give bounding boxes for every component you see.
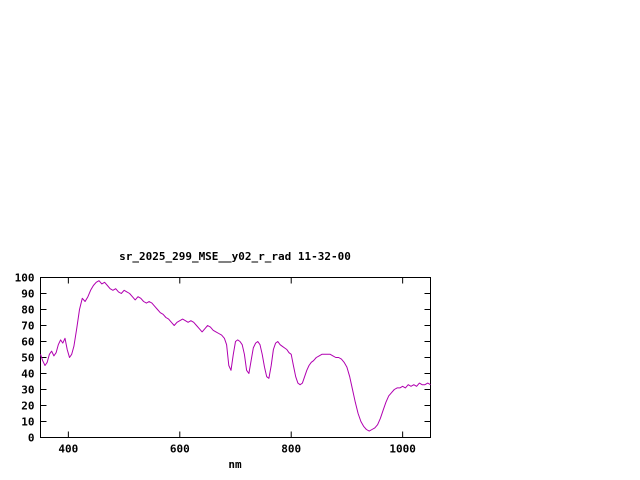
spectrum-line — [40, 280, 431, 432]
y-tick-label: 60 — [21, 336, 34, 349]
y-tick-label: 50 — [21, 352, 34, 365]
x-tick-label: 800 — [281, 443, 301, 456]
chart-title: sr_2025_299_MSE__y02_r_rad 11-32-00 — [119, 250, 351, 263]
y-tick-label: 0 — [28, 432, 35, 445]
y-tick-label: 80 — [21, 304, 34, 317]
y-tick-label: 20 — [21, 400, 34, 413]
x-tick-label: 400 — [58, 443, 78, 456]
y-tick-label: 90 — [21, 288, 34, 301]
plot-border — [40, 277, 431, 438]
x-tick-label: 600 — [170, 443, 190, 456]
y-tick-label: 10 — [21, 416, 34, 429]
y-tick-label: 30 — [21, 384, 34, 397]
y-tick-label: 70 — [21, 320, 34, 333]
x-axis-label: nm — [228, 458, 242, 471]
y-tick-label: 40 — [21, 368, 34, 381]
x-tick-label: 1000 — [389, 443, 416, 456]
y-tick-label: 100 — [15, 272, 35, 285]
